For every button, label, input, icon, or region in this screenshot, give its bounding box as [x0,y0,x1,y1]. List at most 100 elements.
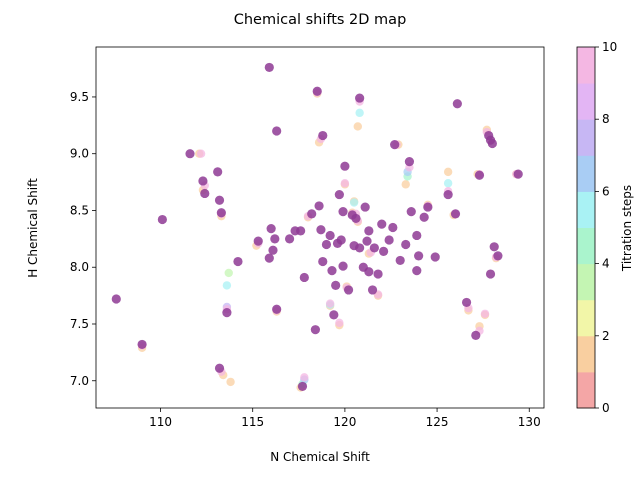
data-point [379,246,389,256]
data-point [487,138,497,149]
x-tick-label: 110 [149,415,172,429]
y-tick-label: 7.5 [70,317,89,331]
data-point [157,214,167,225]
colorbar-tick-label: 6 [602,184,610,198]
colorbar-frame [576,46,596,409]
data-point [297,381,308,392]
data-point [307,209,317,219]
data-point [222,308,232,318]
data-point [312,86,322,96]
data-point [268,245,278,255]
data-point [264,62,274,73]
trail-point [401,180,410,189]
trail-point [349,198,359,207]
data-point [419,212,429,222]
data-point [321,239,332,250]
data-point [384,235,394,245]
trail-point [222,281,232,290]
chart-title: Chemical shifts 2D map [234,12,407,28]
trail-point [196,149,206,158]
data-point [364,226,374,236]
y-axis-label: H Chemical Shift [26,178,40,278]
trail-point [340,179,350,188]
data-point [355,93,365,103]
data-point [414,251,424,261]
trail-point [226,377,235,387]
data-point [314,201,324,211]
data-point [474,170,485,180]
data-point [364,267,374,277]
data-point [377,219,387,229]
data-point [216,208,226,218]
data-point [430,252,440,262]
data-point [318,256,328,267]
data-point [325,230,335,241]
colorbar-tick-label: 10 [602,40,617,54]
data-point [362,236,372,246]
trail-point [300,373,309,382]
data-point [331,280,341,290]
x-tick-label: 120 [333,415,356,429]
trail-point [443,179,453,188]
data-point [452,99,462,109]
colorbar-tick-label: 2 [602,329,610,343]
data-point [493,251,503,261]
data-point [404,157,415,167]
y-axis: 7.0 7.5 8.0 8.5 9.0 9.5 [70,90,96,388]
colorbar-segment [577,335,595,373]
y-tick-label: 9.0 [70,147,89,161]
colorbar-segment [577,83,595,120]
data-point [296,226,306,236]
data-point [406,207,416,217]
data-point [412,266,422,276]
colorbar-segment [577,263,595,301]
data-point [412,230,422,241]
data-point [388,222,398,233]
data-point [443,189,453,200]
colorbar-segment [577,191,595,228]
data-point [233,256,243,267]
data-point [284,234,295,244]
colorbar-tick-label: 0 [602,401,610,415]
data-point [111,294,121,304]
data-point [272,126,282,136]
colorbar-segment [577,47,595,84]
data-point [299,272,309,283]
data-point [390,140,400,150]
data-point [360,202,370,212]
data-point [485,269,496,279]
data-point [471,330,481,340]
data-point [367,285,378,295]
colorbar-segment [577,155,595,192]
colorbar: 0 2 4 6 8 10 [576,40,617,415]
data-point [423,202,433,212]
data-point [264,253,274,263]
data-point [338,207,348,217]
data-point [351,213,361,224]
data-point [340,161,350,171]
data-point [329,310,339,320]
data-point [214,195,225,205]
data-point [316,225,326,235]
data-point [310,325,320,335]
data-point [373,269,383,279]
trail-point [480,309,490,318]
y-tick-label: 9.5 [70,90,89,104]
data-point [343,285,354,295]
colorbar-tick-label: 4 [602,257,610,271]
data-point [355,243,365,253]
trail-point [443,167,453,177]
y-tick-label: 8.0 [70,260,89,274]
data-point [266,224,276,234]
data-point [461,297,472,308]
data-point [489,242,499,252]
trail-point [325,299,335,308]
data-point [336,235,346,245]
data-point [338,261,348,271]
y-tick-label: 7.0 [70,374,89,388]
data-point [253,236,263,246]
data-point [334,189,344,200]
data-point [214,363,225,373]
colorbar-label: Titration steps [620,185,634,272]
colorbar-segment [577,299,595,337]
